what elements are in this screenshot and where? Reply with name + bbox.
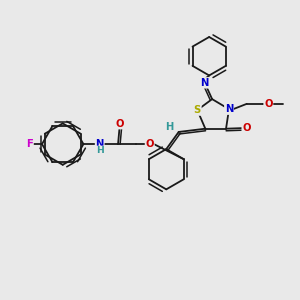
Text: F: F bbox=[26, 139, 33, 149]
Text: H: H bbox=[165, 122, 173, 132]
Text: N: N bbox=[225, 104, 233, 114]
Text: H: H bbox=[96, 146, 104, 155]
Text: N: N bbox=[200, 78, 209, 88]
Text: O: O bbox=[115, 119, 124, 129]
Text: S: S bbox=[194, 105, 201, 115]
Text: N: N bbox=[95, 139, 104, 149]
Text: O: O bbox=[146, 139, 154, 149]
Text: O: O bbox=[242, 123, 251, 133]
Text: O: O bbox=[264, 99, 273, 109]
